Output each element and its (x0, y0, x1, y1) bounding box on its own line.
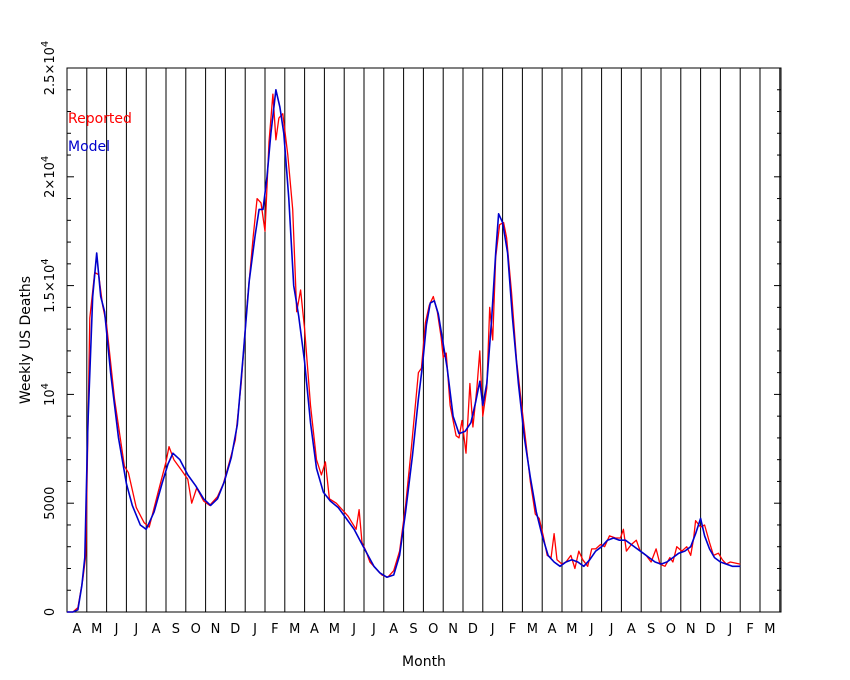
x-tick-label: D (230, 622, 240, 637)
x-tick-label: A (72, 622, 81, 637)
x-tick-label: A (389, 622, 398, 637)
x-tick-label: J (589, 622, 594, 637)
y-axis-title: Weekly US Deaths (18, 276, 34, 404)
x-tick-label: F (509, 622, 516, 637)
x-tick-label: J (371, 622, 376, 637)
y-tick-label: 1.5×104 (40, 258, 58, 312)
x-tick-label: A (152, 622, 161, 637)
x-tick-label: A (310, 622, 319, 637)
y-tick-label: 104 (40, 383, 58, 406)
month-grid (87, 68, 780, 612)
x-tick-label: J (351, 622, 356, 637)
x-tick-label: N (211, 622, 221, 637)
legend-entry-reported: Reported (68, 111, 132, 127)
x-tick-label: D (705, 622, 715, 637)
x-tick-label: A (627, 622, 636, 637)
x-tick-label: J (490, 622, 495, 637)
x-tick-label: J (609, 622, 614, 637)
y-tick-exponent: 4 (40, 41, 51, 47)
legend-entry-model: Model (68, 139, 110, 155)
x-tick-label: O (191, 622, 201, 637)
x-tick-label: M (289, 622, 300, 637)
x-tick-label: N (448, 622, 458, 637)
x-tick-label: J (114, 622, 119, 637)
x-axis-title: Month (402, 654, 446, 670)
y-tick-exponent: 4 (40, 156, 51, 162)
y-tick-exponent: 4 (40, 258, 51, 264)
y-tick-label: 2×104 (40, 156, 58, 198)
y-tick-label: 5000 (43, 487, 58, 520)
x-tick-label: J (727, 622, 732, 637)
y-tick-exponent: 4 (40, 383, 51, 389)
y-tick-labels: 0 5000 104 1.5×104 2×104 2.5×104 (40, 41, 58, 616)
x-tick-label: M (91, 622, 102, 637)
x-tick-label: M (329, 622, 340, 637)
x-tick-label: J (252, 622, 257, 637)
x-tick-label: O (428, 622, 438, 637)
x-tick-label: J (133, 622, 138, 637)
x-tick-label: F (746, 622, 753, 637)
x-tick-label: F (271, 622, 278, 637)
x-tick-label: D (468, 622, 478, 637)
x-tick-label: A (548, 622, 557, 637)
x-tick-label: M (527, 622, 538, 637)
x-tick-label: M (764, 622, 775, 637)
x-tick-label: S (172, 622, 180, 637)
x-tick-label: S (647, 622, 655, 637)
x-tick-label: M (566, 622, 577, 637)
x-tick-label: O (666, 622, 676, 637)
x-tick-label: N (686, 622, 696, 637)
y-tick-label: 2.5×104 (40, 41, 58, 95)
y-tick-label: 0 (43, 608, 58, 616)
legend: Reported Model (68, 111, 132, 155)
x-tick-label: S (409, 622, 417, 637)
